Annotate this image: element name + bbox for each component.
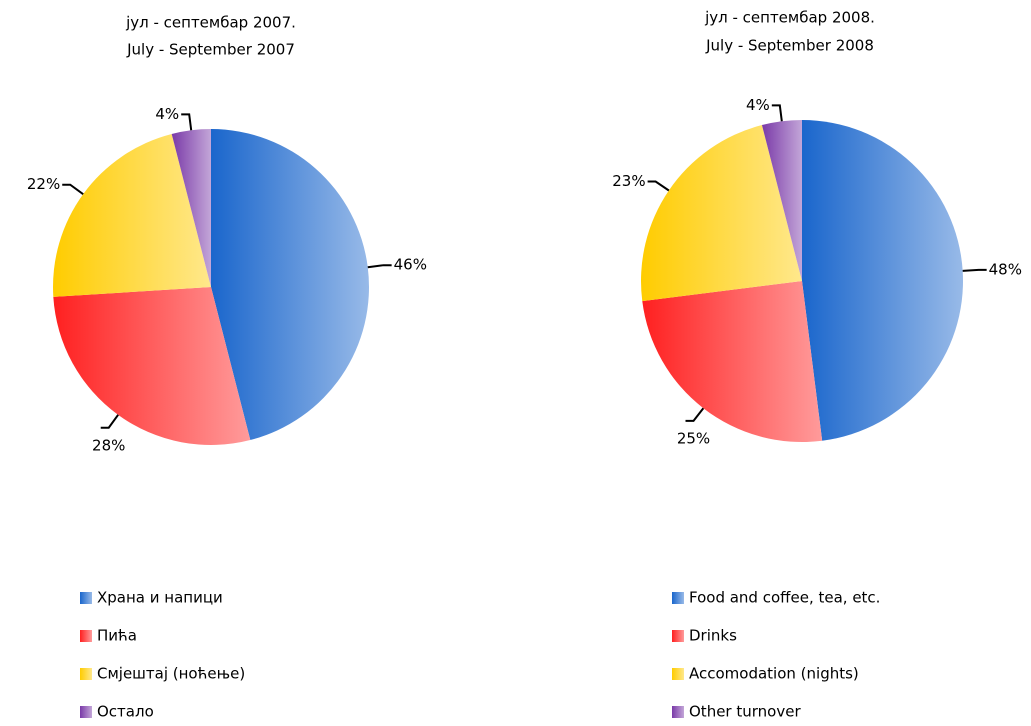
pie-slice [53,287,251,445]
data-label: 46% [394,256,427,274]
leader-line [647,180,670,192]
data-label: 22% [27,175,60,193]
data-label: 23% [612,172,645,190]
legend-label: Храна и напици [97,589,223,607]
leader-line [100,414,119,429]
leader-line [685,407,705,422]
legend-label: Drinks [689,627,737,645]
leader-line [62,183,84,195]
chart-subtitle: July - September 2007 [126,41,295,59]
data-label: 48% [989,260,1022,278]
leader-line [367,264,392,269]
leader-line [181,113,193,131]
data-label: 4% [155,105,179,123]
legend-label: Food and coffee, tea, etc. [689,589,880,607]
data-label: 28% [92,436,125,454]
chart-subtitle: July - September 2008 [705,37,874,55]
data-label: 4% [746,96,770,114]
pie-slice [802,120,964,441]
legend-swatch [80,630,92,642]
legend-swatch [80,668,92,680]
leader-line [962,268,987,272]
legend-label: Смјештај (ноћење) [97,665,245,683]
legend-label: Пића [97,627,137,645]
pie-slice [641,125,802,302]
legend-swatch [80,592,92,604]
legend-swatch [672,706,684,718]
pie-slice [761,120,802,281]
legend-swatch [80,706,92,718]
chart-title: јул - септембар 2008. [704,9,875,27]
legend-label: Accomodation (nights) [689,665,859,683]
legend-swatch [672,630,684,642]
legend-label: Остало [97,703,154,721]
legend-swatch [672,668,684,680]
chart-title: јул - септембар 2007. [125,14,296,32]
legend-swatch [672,592,684,604]
leader-line [771,104,783,122]
data-label: 25% [677,429,710,447]
pie-slice [171,129,211,287]
pie-slice [52,133,211,297]
pie-slice [642,281,823,442]
pie-slice [211,129,370,441]
legend-label: Other turnover [689,703,801,721]
